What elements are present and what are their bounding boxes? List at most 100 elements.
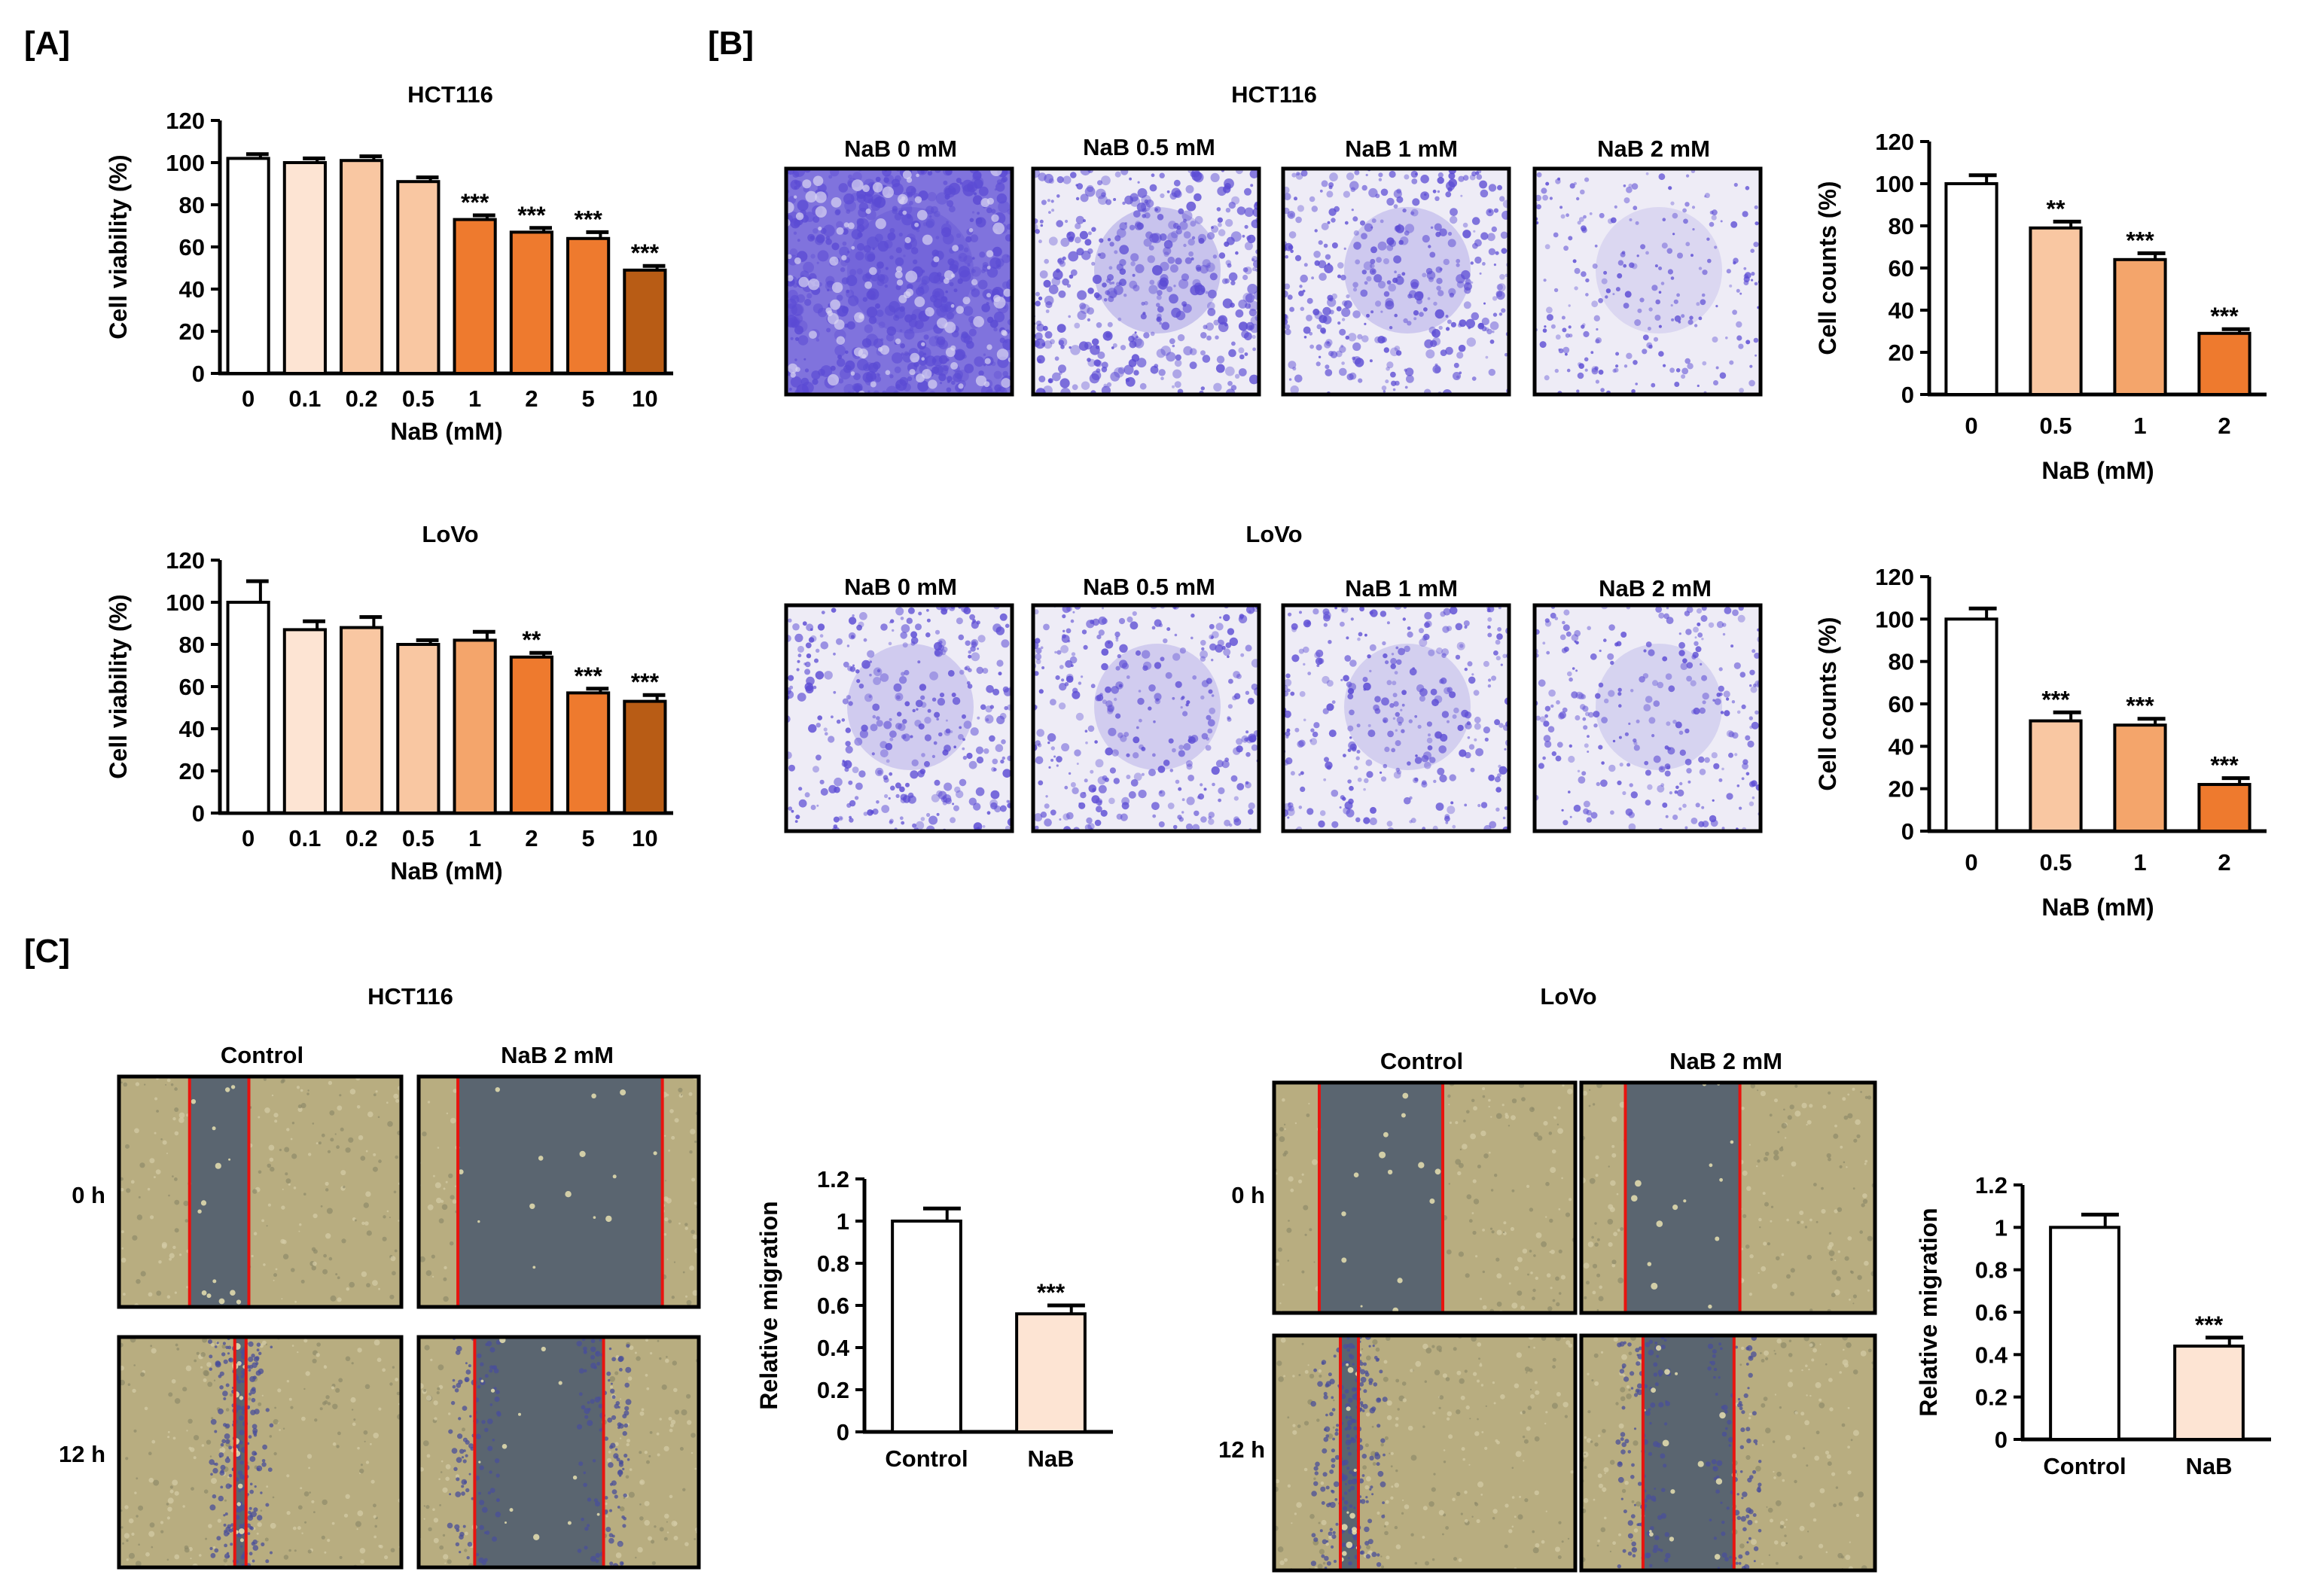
y-tick-label: 0 [1995, 1427, 2008, 1453]
stained-cell [1068, 233, 1071, 236]
stained-cell [1157, 295, 1162, 300]
cell-texture [281, 1205, 285, 1209]
stained-cell [920, 696, 925, 700]
cell-texture [144, 1084, 145, 1086]
stained-cell [1141, 302, 1145, 306]
stained-cell [1316, 650, 1323, 657]
x-tick-label: 2 [2218, 413, 2230, 439]
cell-texture [1455, 1121, 1458, 1124]
stained-cell [1206, 322, 1214, 330]
stained-cell [1648, 307, 1652, 311]
stained-cell [1108, 728, 1116, 736]
stained-cell [979, 187, 989, 196]
stained-cell [1703, 693, 1709, 699]
migrated-cell [461, 1491, 465, 1496]
stained-cell [1678, 642, 1685, 649]
stained-cell [1671, 276, 1675, 280]
stained-cell [1633, 206, 1637, 210]
migrated-cell [623, 1494, 627, 1497]
cell-texture [1491, 1189, 1493, 1191]
stained-cell [1115, 714, 1120, 719]
stained-cell [1075, 236, 1081, 243]
x-tick-label: NaB [1027, 1445, 1074, 1472]
stained-cell [1744, 276, 1750, 282]
stained-cell [1096, 294, 1102, 300]
stained-cell [884, 794, 888, 798]
stained-cell [1134, 772, 1142, 781]
stained-cell [1310, 738, 1317, 745]
stained-cell [1184, 231, 1191, 239]
stained-cell [847, 644, 849, 647]
stained-cell [1480, 273, 1482, 275]
stained-cell [1736, 335, 1742, 340]
stained-cell [1349, 659, 1357, 667]
stained-cell [1552, 751, 1556, 756]
stained-cell [940, 382, 942, 384]
cell-texture [1482, 1087, 1485, 1090]
stained-cell [1401, 272, 1405, 276]
panel-b-micrographs [782, 163, 1764, 835]
stained-cell [997, 193, 1008, 204]
stained-cell [1148, 684, 1156, 692]
stained-cell [877, 770, 882, 775]
stained-cell [1190, 361, 1197, 369]
cell-texture [1843, 1162, 1846, 1164]
stained-cell [921, 817, 925, 821]
cell-texture [1794, 1110, 1800, 1116]
stained-cell [1587, 751, 1589, 753]
cell-texture [158, 1260, 162, 1264]
cell-texture [616, 1552, 622, 1558]
stained-cell [1558, 713, 1565, 720]
stained-cell [810, 254, 815, 258]
migrated-cell [590, 1355, 595, 1360]
panel-c-scratch-images [118, 1075, 1877, 1573]
stained-cell [1608, 765, 1615, 772]
stained-cell [1474, 257, 1481, 263]
stained-cell [1355, 818, 1361, 823]
cell-texture [1791, 1162, 1797, 1167]
x-tick-label: 10 [632, 385, 657, 412]
stained-cell [1634, 319, 1641, 326]
stained-cell [1578, 776, 1586, 784]
cell-texture [1749, 1144, 1751, 1146]
stained-cell [1666, 721, 1670, 726]
stained-cell [1693, 627, 1699, 633]
cell-texture [325, 1182, 329, 1186]
cell-texture [673, 1388, 678, 1393]
stained-cell [1090, 620, 1094, 624]
stained-cell [1062, 614, 1066, 618]
stained-cell [1387, 680, 1392, 685]
unstained-spot [991, 215, 998, 222]
stained-cell [1236, 309, 1244, 318]
stained-cell [1071, 620, 1075, 623]
migrated-cell [229, 1485, 232, 1488]
stained-cell [1380, 772, 1382, 774]
migrated-cell [252, 1398, 256, 1403]
stained-cell [1354, 170, 1359, 175]
cell-texture [205, 1538, 207, 1540]
stained-cell [1537, 172, 1542, 178]
stained-cell [959, 779, 967, 787]
cell-texture [179, 1253, 181, 1256]
stained-cell [1370, 227, 1373, 229]
stained-cell [1753, 242, 1758, 247]
cell-texture [1589, 1105, 1591, 1107]
stained-cell [1422, 235, 1430, 242]
stained-cell [1094, 740, 1098, 744]
stained-cell [1623, 303, 1630, 309]
migrated-cell [469, 1473, 471, 1476]
cell-texture [168, 1497, 174, 1503]
panel-c-hct116-col-nab: NaB 2 mM [501, 1042, 614, 1068]
stained-cell [1471, 261, 1474, 264]
stained-cell [1143, 332, 1149, 338]
stained-cell [1213, 254, 1217, 258]
x-tick-label: 1 [468, 385, 481, 412]
stained-cell [1372, 218, 1376, 223]
cell-texture [165, 1084, 166, 1086]
migrated-cell [465, 1378, 468, 1382]
stained-cell [1227, 628, 1234, 635]
migrated-cell [251, 1354, 255, 1357]
stained-cell [1503, 817, 1506, 820]
stained-cell [1163, 760, 1170, 766]
stained-cell [1245, 208, 1255, 218]
